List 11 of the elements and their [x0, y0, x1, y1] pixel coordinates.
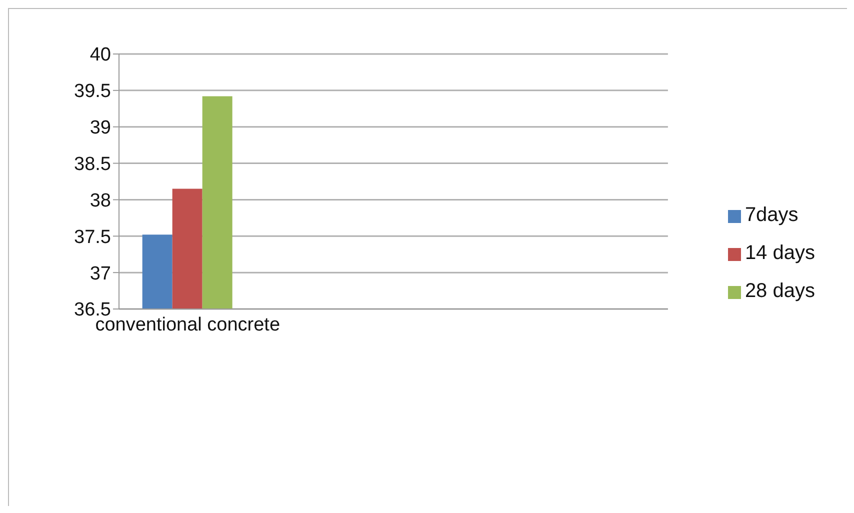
legend-label: 7days — [744, 204, 798, 226]
y-tick-label: 39 — [90, 118, 111, 139]
y-tick-label: 38 — [90, 190, 111, 212]
y-tick-label: 38.5 — [74, 154, 111, 176]
legend-label: 28 days — [744, 280, 815, 302]
y-tick-label: 37 — [90, 263, 111, 284]
legend-label: 14 days — [744, 242, 815, 264]
y-tick-label: 37.5 — [74, 226, 111, 248]
y-tick-label: 36.5 — [74, 300, 111, 321]
y-tick-label: 39.5 — [74, 81, 111, 102]
y-tick-label: 40 — [90, 44, 111, 66]
